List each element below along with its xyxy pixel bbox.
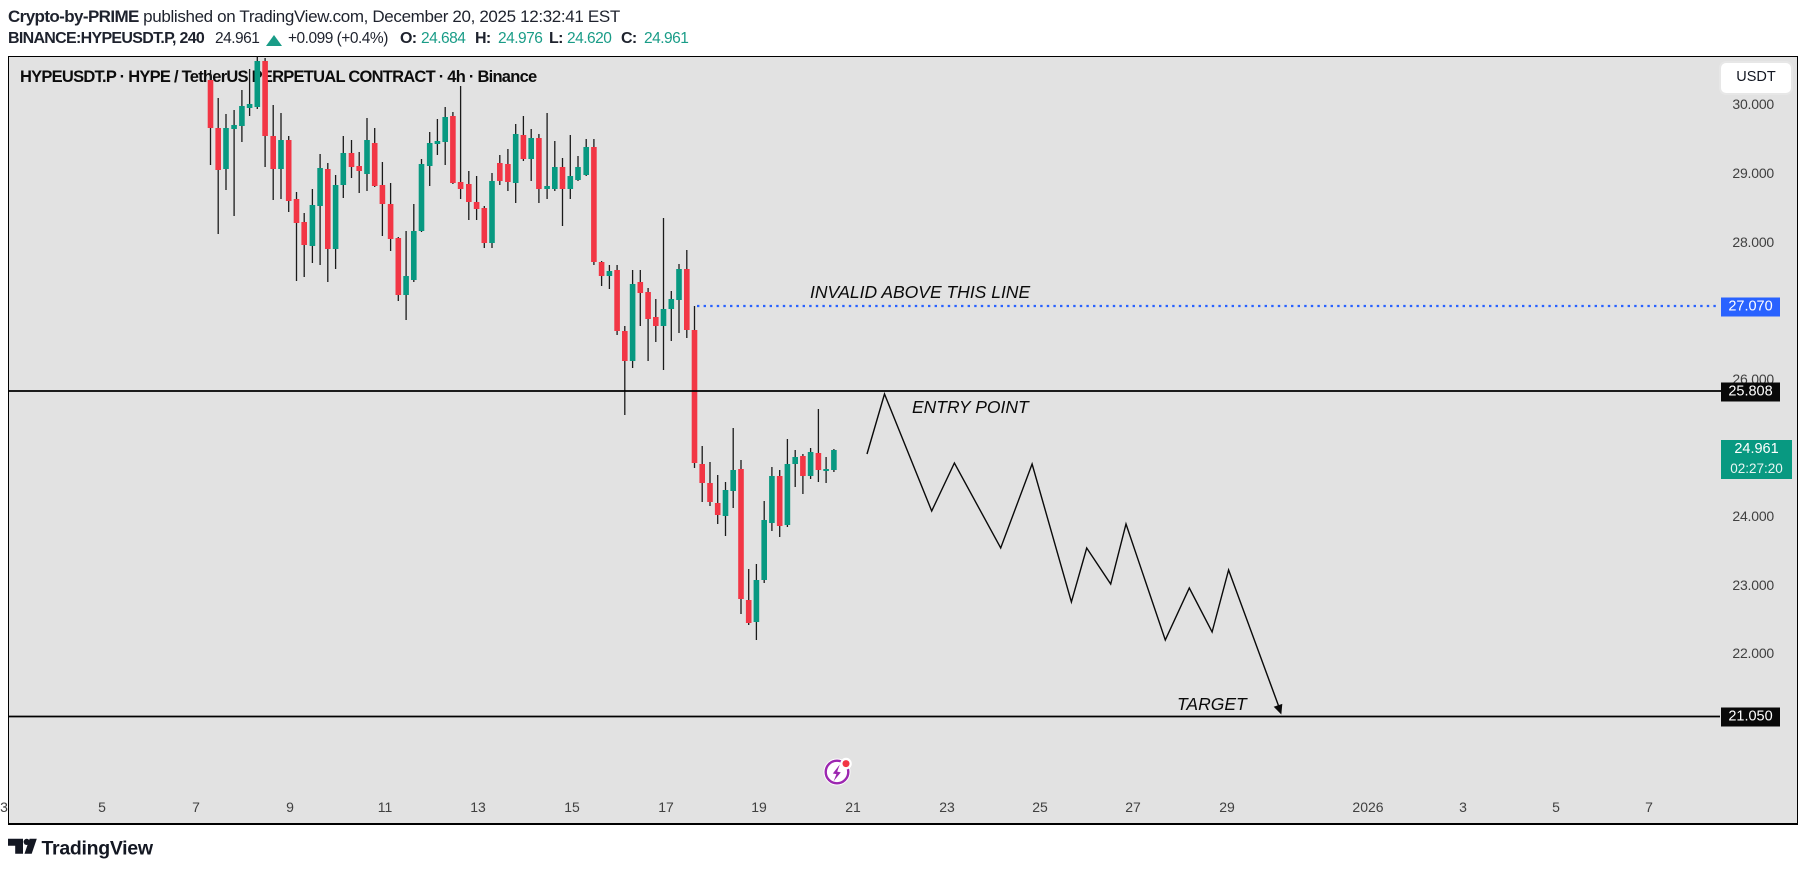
svg-text:TradingView: TradingView	[42, 838, 154, 860]
